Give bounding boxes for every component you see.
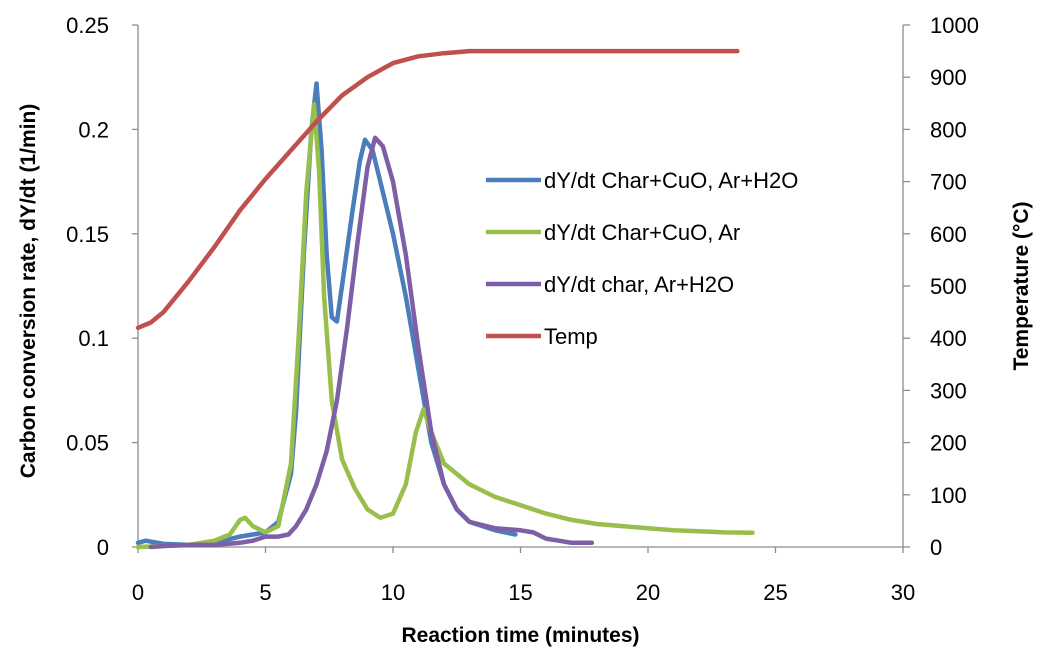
series-line-4 bbox=[135, 48, 740, 331]
y2-tick-label: 100 bbox=[930, 483, 967, 508]
x-tick-label: 10 bbox=[381, 580, 405, 605]
legend-label: dY/dt char, Ar+H2O bbox=[544, 272, 734, 297]
series-line-2 bbox=[135, 102, 755, 550]
y2-tick-label: 800 bbox=[930, 117, 967, 142]
x-tick-label: 0 bbox=[132, 580, 144, 605]
series-line-3 bbox=[148, 135, 595, 550]
y2-tick-label: 600 bbox=[930, 222, 967, 247]
x-tick-label: 20 bbox=[636, 580, 660, 605]
y-tick-label: 0 bbox=[97, 535, 109, 560]
y2-tick-label: 900 bbox=[930, 65, 967, 90]
y2-tick-label: 0 bbox=[930, 535, 942, 560]
y-tick-label: 0.05 bbox=[66, 431, 109, 456]
y-axis-title: Carbon conversion rate, dY/dt (1/min) bbox=[17, 104, 40, 479]
x-tick-label: 5 bbox=[259, 580, 271, 605]
y-tick-label: 0.1 bbox=[78, 326, 109, 351]
series-group bbox=[135, 48, 755, 550]
x-tick-label: 25 bbox=[763, 580, 787, 605]
y2-tick-label: 200 bbox=[930, 431, 967, 456]
y2-tick-label: 400 bbox=[930, 326, 967, 351]
x-tick-label: 15 bbox=[508, 580, 532, 605]
tick-group: 0 5 10 15 20 25 3000.050.10.150.20.25010020030… bbox=[66, 13, 979, 605]
legend-label: dY/dt Char+CuO, Ar+H2O bbox=[544, 168, 798, 193]
y2-tick-label: 700 bbox=[930, 170, 967, 195]
legend-label: dY/dt Char+CuO, Ar bbox=[544, 220, 740, 245]
y2-tick-label: 500 bbox=[930, 274, 967, 299]
y-tick-label: 0.25 bbox=[66, 13, 109, 38]
legend: dY/dt Char+CuO, Ar+H2O dY/dt Char+CuO, Ar… bbox=[486, 168, 798, 349]
x-axis-title: Reaction time (minutes) bbox=[401, 624, 639, 647]
y2-axis-title: Temperature (°C) bbox=[1010, 201, 1033, 370]
y-tick-label: 0.15 bbox=[66, 222, 109, 247]
y2-tick-label: 300 bbox=[930, 378, 967, 403]
y2-tick-label: 1000 bbox=[930, 13, 979, 38]
y-tick-label: 0.2 bbox=[78, 117, 109, 142]
legend-label: Temp bbox=[544, 324, 598, 349]
x-tick-label: 30 bbox=[891, 580, 915, 605]
